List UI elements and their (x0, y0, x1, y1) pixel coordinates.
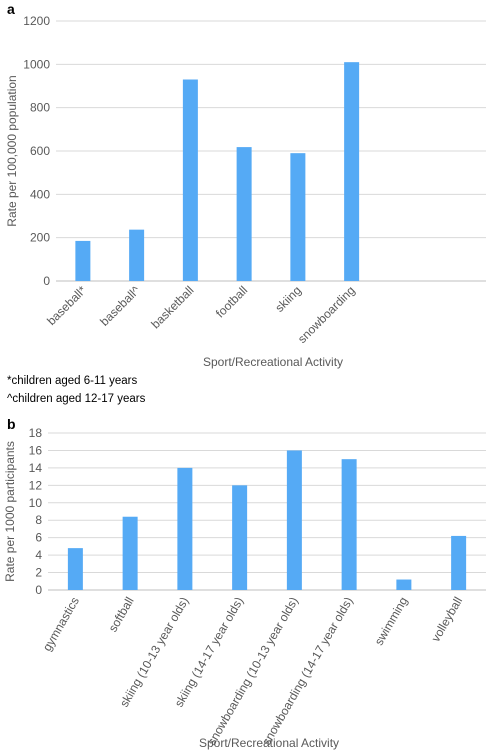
x-tick-label: baseball^ (97, 283, 143, 329)
bar-basketball (182, 79, 198, 281)
y-tick-label: 1200 (23, 14, 50, 28)
bar-snowboarding-10-13-year-olds- (286, 450, 302, 590)
y-axis-label: Rate per 1000 participants (3, 441, 17, 582)
x-tick-label: snowboarding (295, 283, 358, 346)
y-tick-label: 12 (29, 478, 43, 492)
bar-volleyball (451, 535, 467, 590)
x-tick-label: softball (106, 595, 137, 635)
x-tick-label: baseball* (44, 283, 89, 328)
chart-panel-a: a 0 200 400 600 800 1000 1200 baseball* baseball^… (5, 1, 486, 369)
footnote-baseball-young: *children aged 6-11 years (7, 375, 138, 387)
bar-baseball- (75, 240, 91, 281)
x-tick-label: swimming (372, 595, 411, 648)
bar-skiing-10-13-year-olds- (177, 467, 193, 590)
bar-gymnastics (67, 548, 83, 590)
y-tick-label: 14 (29, 461, 43, 475)
bar-snowboarding (344, 62, 360, 281)
y-tick-label: 400 (30, 187, 50, 201)
y-tick-label: 10 (29, 496, 43, 510)
y-tick-label: 200 (30, 231, 50, 245)
bar-baseball- (129, 229, 145, 281)
bar-skiing (290, 153, 306, 281)
y-tick-label: 600 (30, 144, 50, 158)
x-axis-label: Sport/Recreational Activity (199, 736, 339, 750)
x-tick-label: basketball (148, 283, 196, 331)
y-tick-label: 2 (35, 566, 42, 580)
y-tick-label: 16 (29, 443, 43, 457)
x-tick-label: snowboarding (10-13 year olds) (204, 595, 301, 748)
bar-snowboarding-14-17-year-olds- (341, 459, 357, 590)
x-axis-label: Sport/Recreational Activity (203, 355, 343, 369)
y-tick-label: 6 (35, 531, 42, 545)
x-tick-label: snowboarding (14-17 year olds) (259, 595, 356, 748)
x-tick-label: gymnastics (40, 595, 82, 654)
y-tick-label: 800 (30, 101, 50, 115)
x-tick-label: skiing (272, 283, 304, 315)
y-tick-label: 0 (43, 274, 50, 288)
footnote-baseball-old: ^children aged 12-17 years (7, 393, 146, 405)
y-tick-label: 1000 (23, 57, 50, 71)
panel-label-a: a (7, 1, 15, 17)
x-tick-label: football (213, 283, 250, 320)
y-tick-label: 18 (29, 426, 43, 440)
y-tick-label: 0 (35, 583, 42, 597)
y-axis-label: Rate per 100,000 population (5, 75, 19, 226)
bar-skiing-14-17-year-olds- (232, 485, 248, 590)
bar-swimming (396, 579, 412, 590)
bar-softball (122, 516, 138, 590)
bar-football (236, 147, 252, 281)
y-tick-label: 8 (35, 513, 42, 527)
y-tick-label: 4 (35, 548, 42, 562)
x-tick-label: volleyball (428, 595, 465, 645)
panel-label-b: b (7, 416, 16, 432)
